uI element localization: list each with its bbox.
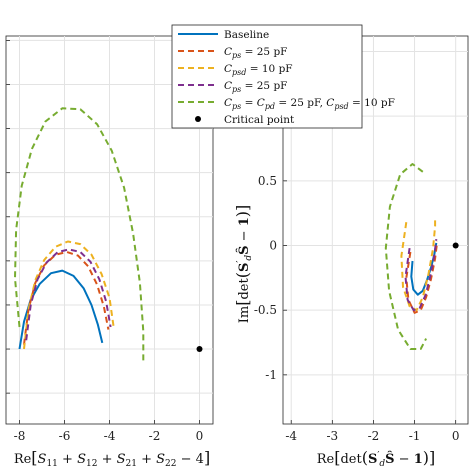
- legend-entry-cps: Cps = 25 pF: [178, 46, 287, 60]
- right-series-group: [384, 163, 459, 350]
- left-x-tick-label: -2: [149, 429, 161, 443]
- legend-swatch-critical: [195, 116, 201, 122]
- right-x-tick-label: -4: [285, 429, 297, 443]
- right-x-ticks: -4 -3 -2 -1 0: [285, 429, 459, 443]
- right-series-cps: [405, 241, 439, 314]
- legend-label-cps2: Cps = 25 pF: [224, 80, 287, 94]
- right-x-tick-label: -2: [368, 429, 380, 443]
- legend-label-baseline: Baseline: [224, 29, 269, 41]
- legend-entry-critical: Critical point: [195, 114, 295, 126]
- left-x-tick-label: -6: [59, 429, 71, 443]
- left-x-tick-label: -4: [104, 429, 116, 443]
- left-x-tick-label: 0: [196, 429, 204, 443]
- legend-box: [171, 24, 363, 129]
- left-series-cpsd: [23, 240, 115, 350]
- legend-entry-baseline: Baseline: [178, 29, 269, 41]
- left-series-cps: [23, 251, 110, 345]
- legend-entry-combined: Cps = Cpd = 25 pF, Cpsd = 10 pF: [178, 97, 395, 111]
- legend-entry-cps2: Cps = 25 pF: [178, 80, 287, 94]
- right-x-tick-label: -1: [409, 429, 421, 443]
- right-x-axis-label: Re[det(S′dŜ − 1)]: [317, 448, 436, 469]
- legend-label-critical: Critical point: [224, 114, 295, 126]
- legend-label-cpsd: Cpsd = 10 pF: [224, 63, 293, 77]
- right-y-tick-label: -0.5: [254, 303, 277, 317]
- right-x-tick-label: 0: [452, 429, 460, 443]
- right-series-cps2: [404, 238, 438, 312]
- right-y-tick-label: 0.5: [258, 174, 277, 188]
- left-series-group: [14, 107, 203, 363]
- left-x-tick-label: -8: [14, 429, 26, 443]
- right-series-combined: [384, 163, 427, 350]
- right-y-axis-label: Im[det(S′dŜ − 1)]: [233, 205, 254, 324]
- left-x-ticks: -8 -6 -4 -2 0: [14, 429, 204, 443]
- right-y-tick-label: -1: [265, 368, 277, 382]
- left-x-axis-label: Re[S11 + S12 + S21 + S22 − 4]: [14, 448, 210, 469]
- left-critical-point: [196, 346, 203, 353]
- left-series-combined: [14, 107, 145, 363]
- legend: Baseline Cps = 25 pF Cpsd = 10 pF Cps = …: [171, 24, 395, 129]
- legend-entry-cpsd: Cpsd = 10 pF: [178, 63, 293, 77]
- right-series-cpsd: [400, 217, 437, 312]
- legend-label-cps: Cps = 25 pF: [224, 46, 287, 60]
- legend-label-combined: Cps = Cpd = 25 pF, Cpsd = 10 pF: [224, 97, 395, 111]
- right-critical-point: [452, 242, 459, 249]
- right-y-tick-label: 0: [269, 239, 277, 253]
- left-series-cps2: [25, 248, 112, 341]
- right-x-tick-label: -3: [326, 429, 338, 443]
